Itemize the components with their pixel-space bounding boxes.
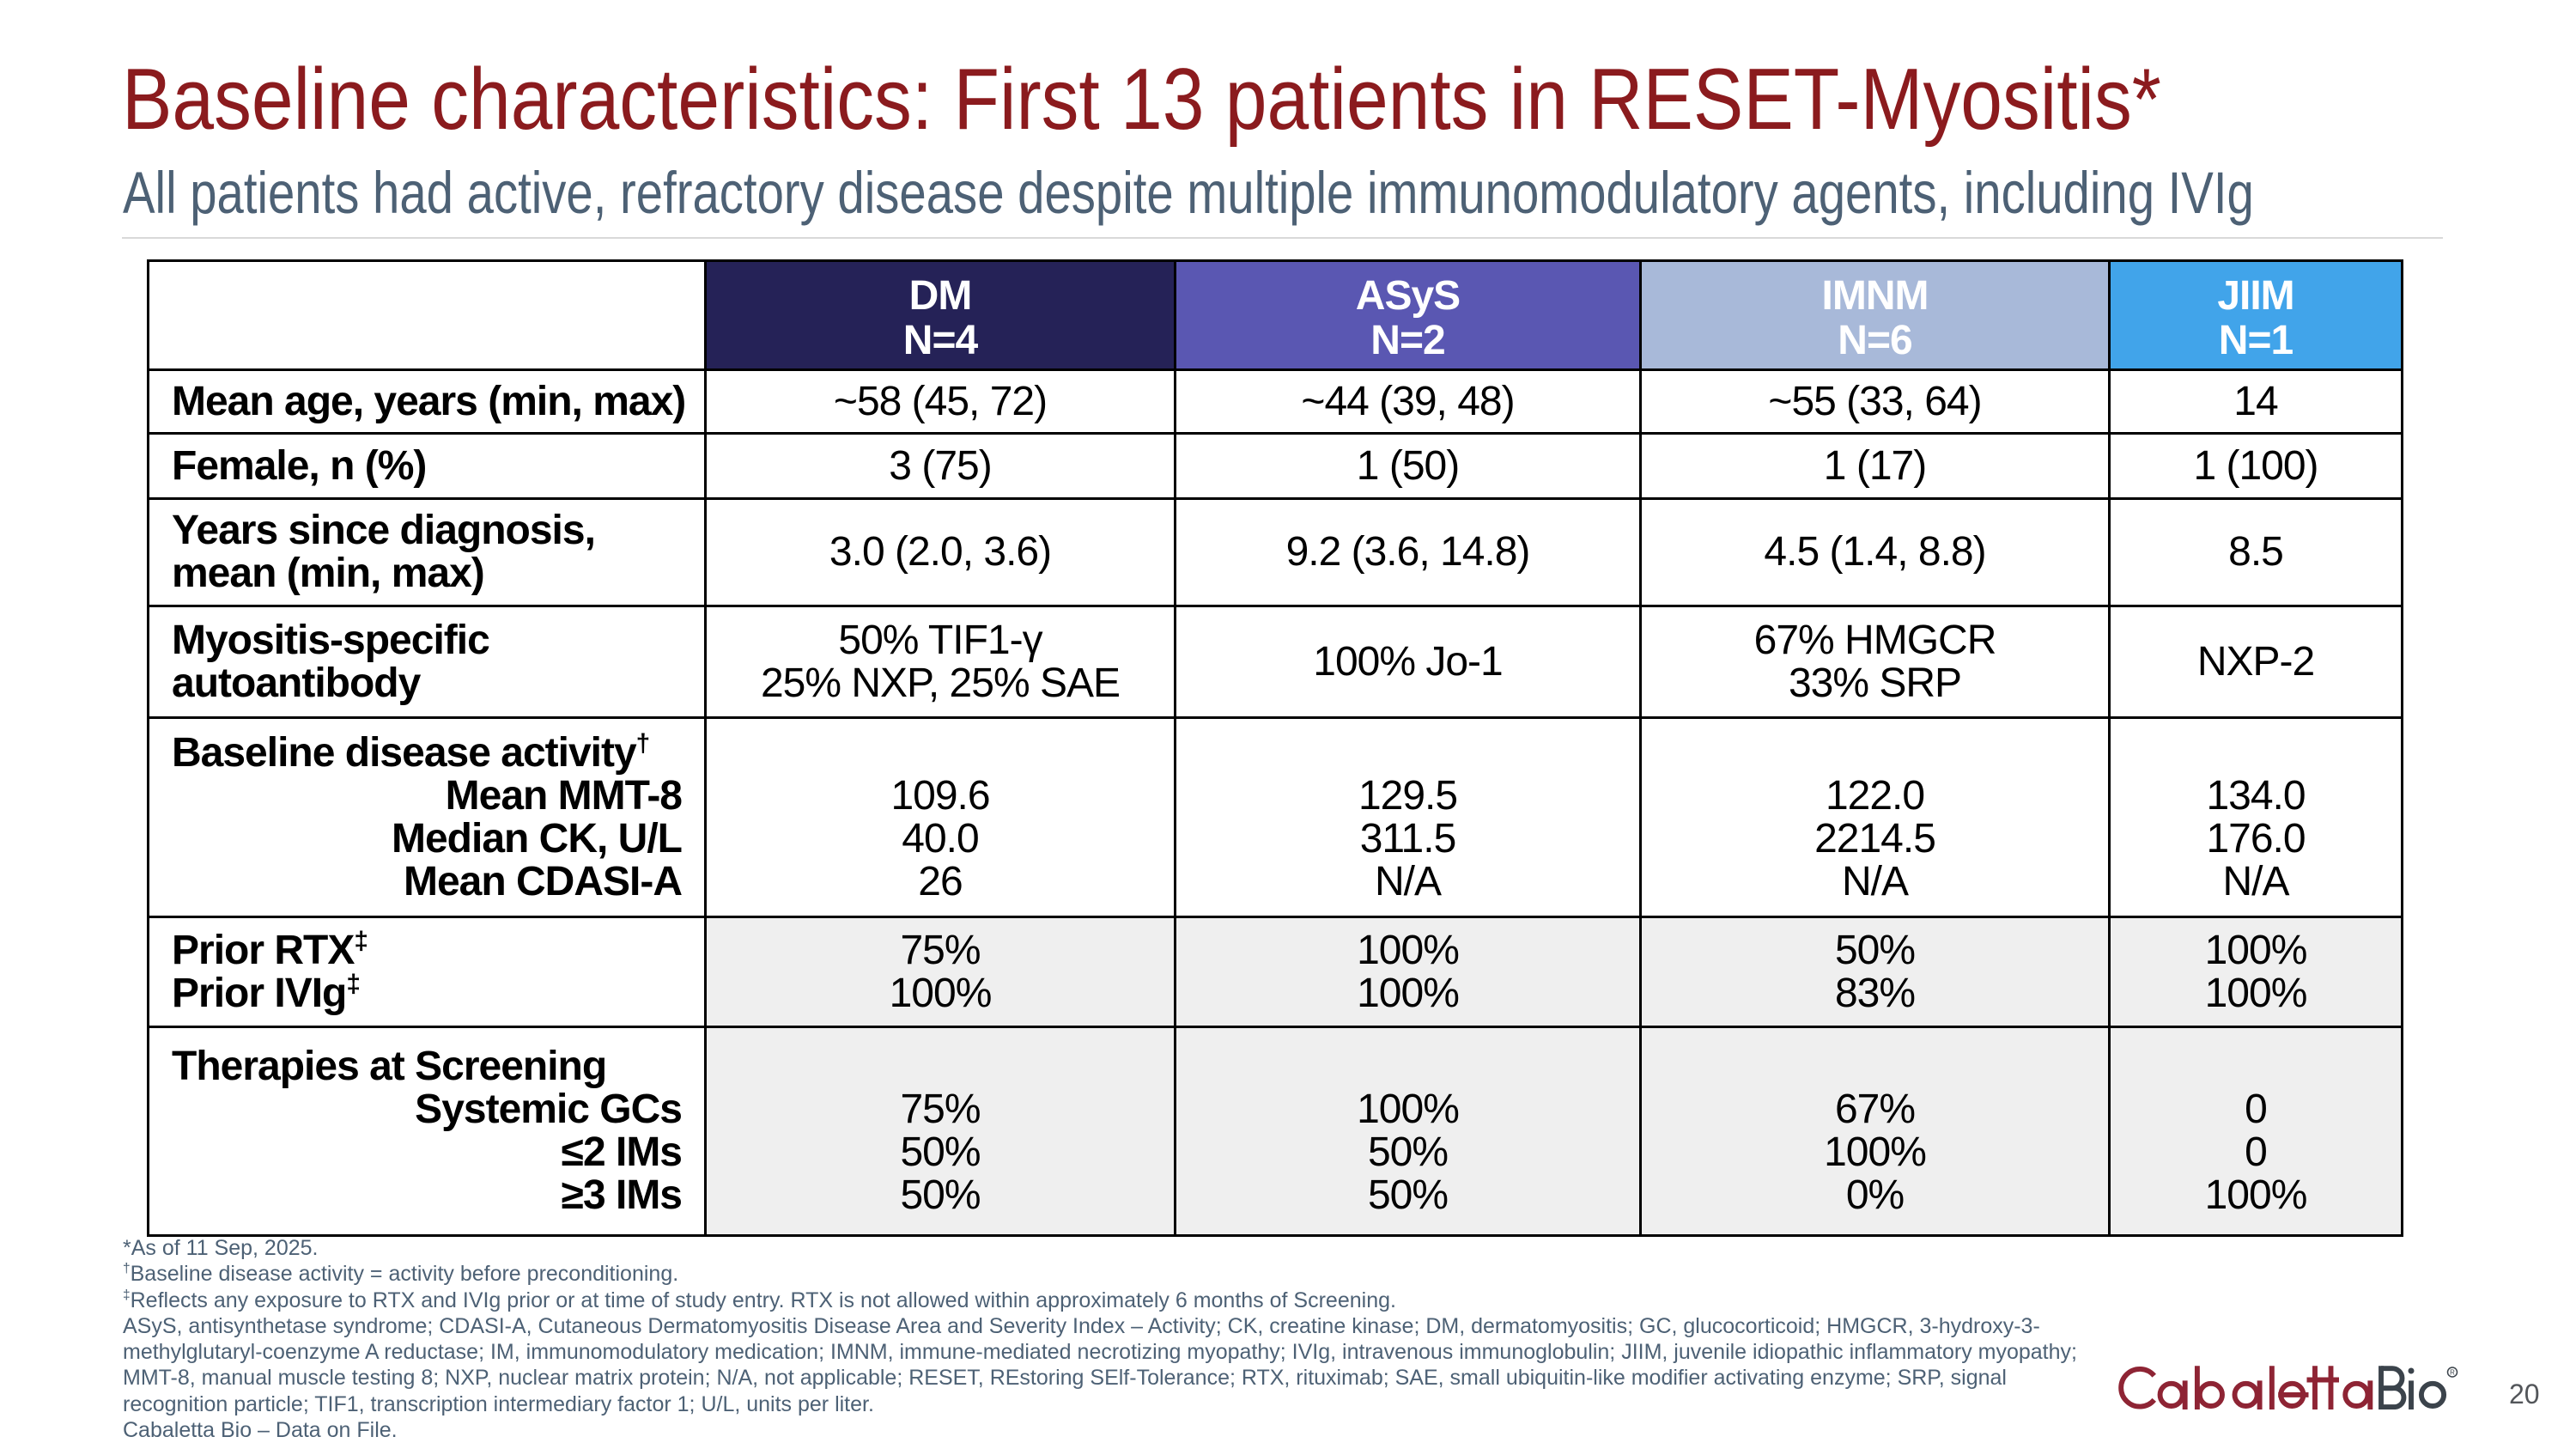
svg-text:R: R xyxy=(2450,1368,2455,1376)
